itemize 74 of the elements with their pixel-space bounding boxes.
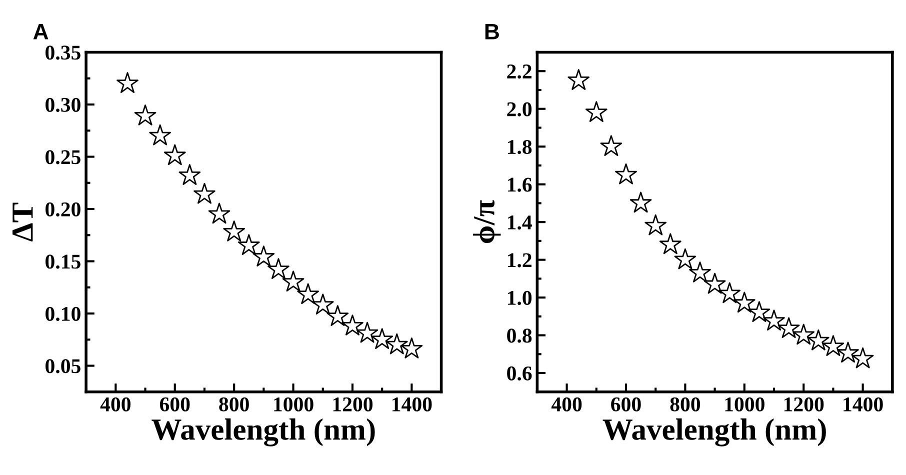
point [674, 248, 696, 270]
y-tick-label: 0.20 [46, 202, 80, 217]
y-tick-label: 1.8 [508, 140, 532, 154]
y-tick-label: 0.6 [507, 366, 532, 381]
point [615, 163, 637, 184]
y-axis-title: ΔT [12, 202, 33, 242]
point [600, 135, 622, 156]
point [585, 101, 608, 122]
y-tick-label: 2.2 [507, 64, 532, 79]
point [194, 182, 216, 204]
point [733, 292, 756, 313]
point [689, 262, 711, 282]
point [659, 233, 682, 254]
x-axis-title: Wavelength (nm) [602, 418, 826, 446]
y-axis-title: ϕ/π [473, 200, 501, 244]
point [822, 335, 844, 356]
x-tick-label: 400 [100, 397, 130, 412]
y-tick-label: 0.10 [46, 306, 80, 322]
point [223, 220, 246, 242]
x-tick-label: 600 [611, 397, 641, 412]
x-tick-label: 400 [551, 397, 582, 412]
point [238, 234, 260, 255]
point [718, 282, 741, 304]
y-tick-label: 1.4 [508, 216, 532, 230]
y-tick-label: 0.35 [46, 46, 80, 60]
point [149, 124, 171, 146]
y-tick-label: 0.8 [507, 328, 532, 343]
point [630, 192, 652, 213]
x-tick-label: 1000 [725, 397, 764, 412]
point [792, 324, 815, 345]
point [837, 342, 859, 363]
point [252, 246, 275, 266]
y-tick-label: 1.6 [508, 178, 532, 192]
chart-title: B [485, 24, 499, 40]
y-tick-label: 1.0 [508, 290, 532, 306]
point [208, 202, 230, 224]
y-tick-label: 1.2 [508, 253, 532, 268]
point [748, 301, 770, 322]
point [282, 270, 304, 292]
point [852, 347, 874, 368]
x-tick-label: 1200 [784, 397, 824, 412]
point [134, 104, 156, 126]
x-tick-label: 800 [670, 397, 700, 412]
x-tick-label: 800 [219, 397, 249, 412]
y-tick-label: 0.05 [46, 359, 80, 374]
x-axis-title: Wavelength (nm) [152, 418, 375, 446]
point [371, 328, 394, 350]
point [644, 214, 667, 236]
x-tick-label: 1400 [392, 397, 432, 412]
x-tick-label: 1400 [844, 397, 883, 412]
point [342, 314, 364, 336]
point [400, 338, 423, 358]
point [386, 333, 408, 354]
point [178, 164, 201, 185]
point [297, 283, 320, 304]
point [763, 310, 785, 331]
point [778, 317, 800, 338]
x-tick-label: 1200 [333, 397, 373, 412]
y-tick-label: 0.25 [46, 150, 80, 164]
point [568, 69, 590, 90]
point [164, 144, 186, 166]
point [326, 305, 349, 326]
chart-title: A [33, 24, 48, 40]
y-tick-label: 0.15 [46, 254, 80, 269]
point [356, 322, 378, 343]
point [807, 329, 830, 350]
point [704, 272, 726, 294]
x-tick-label: 600 [160, 397, 190, 412]
y-tick-label: 2.0 [507, 102, 532, 116]
point [312, 294, 334, 315]
x-tick-label: 1000 [274, 397, 314, 412]
y-tick-label: 0.30 [46, 98, 80, 112]
point [268, 258, 290, 280]
point [116, 72, 138, 93]
